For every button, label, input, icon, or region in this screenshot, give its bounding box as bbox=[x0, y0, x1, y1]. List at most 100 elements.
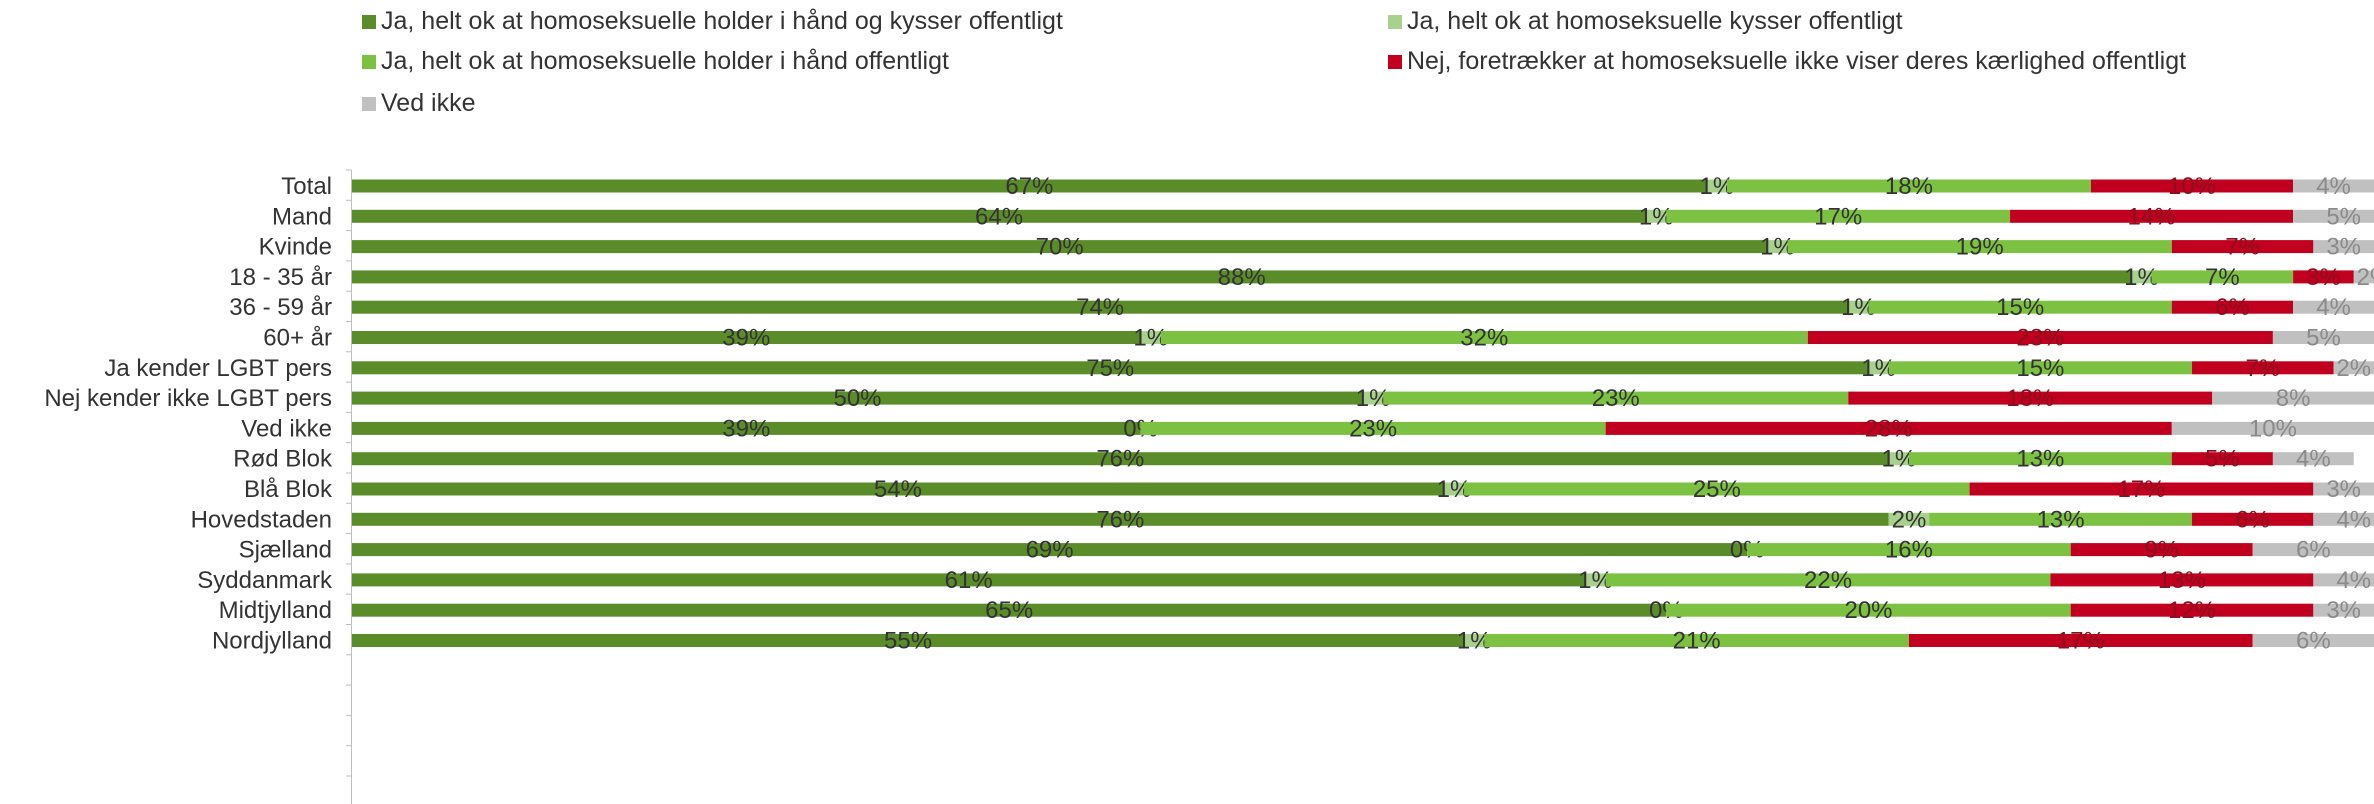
bar-segment bbox=[1747, 543, 2071, 557]
data-label: 23% bbox=[2016, 325, 2064, 352]
category-label: Syddanmark bbox=[197, 567, 333, 594]
data-label: 10% bbox=[2168, 173, 2216, 200]
category-label: 18 - 35 år bbox=[229, 264, 332, 291]
bar-segment bbox=[2293, 270, 2354, 284]
legend-swatch bbox=[1388, 14, 1402, 29]
data-label: 8% bbox=[2276, 385, 2311, 412]
bar-segment bbox=[352, 482, 1444, 496]
bar-segment bbox=[2333, 361, 2374, 375]
bar-segment bbox=[1908, 634, 2253, 647]
data-label: 4% bbox=[2336, 506, 2371, 533]
bar-segment bbox=[352, 452, 1889, 466]
data-label: 5% bbox=[2306, 325, 2341, 352]
category-label: 60+ år bbox=[263, 325, 332, 352]
legend-swatch bbox=[362, 14, 376, 29]
bar-segment bbox=[2070, 543, 2253, 557]
bar-segment bbox=[1363, 391, 1384, 405]
data-label: 54% bbox=[874, 476, 922, 503]
category-label: Ja kender LGBT pers bbox=[104, 355, 332, 382]
bar-segment bbox=[1605, 573, 2051, 587]
bar-segment bbox=[352, 209, 1647, 223]
bar-segment bbox=[2293, 209, 2374, 223]
bar-segment bbox=[2313, 240, 2374, 254]
data-label: 5% bbox=[2205, 446, 2240, 473]
category-label: Blå Blok bbox=[244, 476, 333, 503]
bar-segment bbox=[2171, 452, 2273, 466]
data-label: 7% bbox=[2225, 234, 2260, 261]
data-label: 75% bbox=[1086, 355, 1134, 382]
data-label: 13% bbox=[2016, 446, 2064, 473]
data-label: 15% bbox=[2016, 355, 2064, 382]
bar-segment bbox=[1726, 179, 2091, 193]
bar-segment bbox=[1140, 421, 1606, 435]
bar-segment bbox=[2272, 331, 2374, 344]
bar-segment bbox=[2353, 270, 2374, 284]
bar-segment bbox=[2192, 361, 2334, 375]
bar-segment bbox=[2131, 270, 2152, 284]
bar-segment bbox=[2313, 482, 2374, 496]
data-label: 6% bbox=[2296, 537, 2331, 564]
bar-segment bbox=[352, 573, 1586, 587]
data-label: 32% bbox=[1460, 325, 1508, 352]
data-label: 7% bbox=[2245, 355, 2280, 382]
data-label: 67% bbox=[1005, 173, 1053, 200]
data-label: 17% bbox=[1814, 203, 1862, 230]
bar-segment bbox=[352, 603, 1667, 617]
bar-segment bbox=[1787, 240, 2172, 254]
legend-item: Ja, helt ok at homoseksuelle holder i hå… bbox=[362, 47, 949, 76]
data-label: 18% bbox=[1885, 173, 1933, 200]
bar-segment bbox=[1929, 512, 2193, 526]
data-label: 2% bbox=[2357, 264, 2374, 291]
data-label: 6% bbox=[2215, 294, 2250, 321]
data-label: 6% bbox=[2296, 628, 2331, 655]
bar-segment bbox=[1807, 331, 2273, 344]
bar-segment bbox=[352, 270, 2132, 284]
bar-segment bbox=[2313, 603, 2374, 617]
bar-segment bbox=[352, 240, 1768, 254]
category-label: Rød Blok bbox=[233, 446, 333, 473]
data-label: 18% bbox=[2006, 385, 2054, 412]
bar-segment bbox=[2313, 573, 2374, 587]
bar-segment bbox=[2293, 300, 2374, 314]
data-label: 3% bbox=[2326, 234, 2361, 261]
bar-segment bbox=[1605, 421, 2172, 435]
data-label: 39% bbox=[722, 415, 770, 442]
data-label: 20% bbox=[1844, 597, 1892, 624]
data-label: 21% bbox=[1673, 628, 1721, 655]
data-label: 3% bbox=[2306, 264, 2341, 291]
data-label: 2% bbox=[1892, 506, 1927, 533]
bar-segment bbox=[1888, 512, 1930, 526]
bar-segment bbox=[2050, 573, 2314, 587]
bar-segment bbox=[1646, 209, 1667, 223]
data-label: 55% bbox=[884, 628, 932, 655]
data-label: 65% bbox=[985, 597, 1033, 624]
data-label: 4% bbox=[2316, 173, 2351, 200]
legend-label: Ja, helt ok at homoseksuelle kysser offe… bbox=[1407, 7, 1903, 35]
data-label: 16% bbox=[1885, 537, 1933, 564]
bar-segment bbox=[1464, 482, 1970, 496]
bar-segment bbox=[2171, 240, 2314, 254]
bar-segment bbox=[2192, 512, 2314, 526]
legend-item: Ja, helt ok at homoseksuelle holder i hå… bbox=[362, 7, 1063, 36]
legend-item: Ja, helt ok at homoseksuelle kysser offe… bbox=[1388, 7, 1903, 36]
legend-label: Nej, foretrækker at homoseksuelle ikke v… bbox=[1407, 47, 2187, 75]
category-label: 36 - 59 år bbox=[229, 294, 332, 321]
bar-segment bbox=[352, 361, 1869, 375]
data-label: 23% bbox=[1592, 385, 1640, 412]
bar-segment bbox=[352, 421, 1141, 435]
bar-segment bbox=[352, 512, 1889, 526]
data-label: 22% bbox=[1804, 567, 1852, 594]
bar-segment bbox=[2212, 391, 2374, 405]
category-label: Mand bbox=[272, 203, 332, 230]
data-label: 15% bbox=[1996, 294, 2044, 321]
data-label: 61% bbox=[945, 567, 993, 594]
data-label: 17% bbox=[2057, 628, 2105, 655]
legend-swatch bbox=[1388, 54, 1402, 69]
bar-segment bbox=[1868, 361, 1889, 375]
bar-segment bbox=[2313, 512, 2374, 526]
data-label: 28% bbox=[1865, 415, 1913, 442]
data-label: 6% bbox=[2235, 506, 2270, 533]
data-label: 4% bbox=[2296, 446, 2331, 473]
bar-segment bbox=[1666, 209, 2011, 223]
